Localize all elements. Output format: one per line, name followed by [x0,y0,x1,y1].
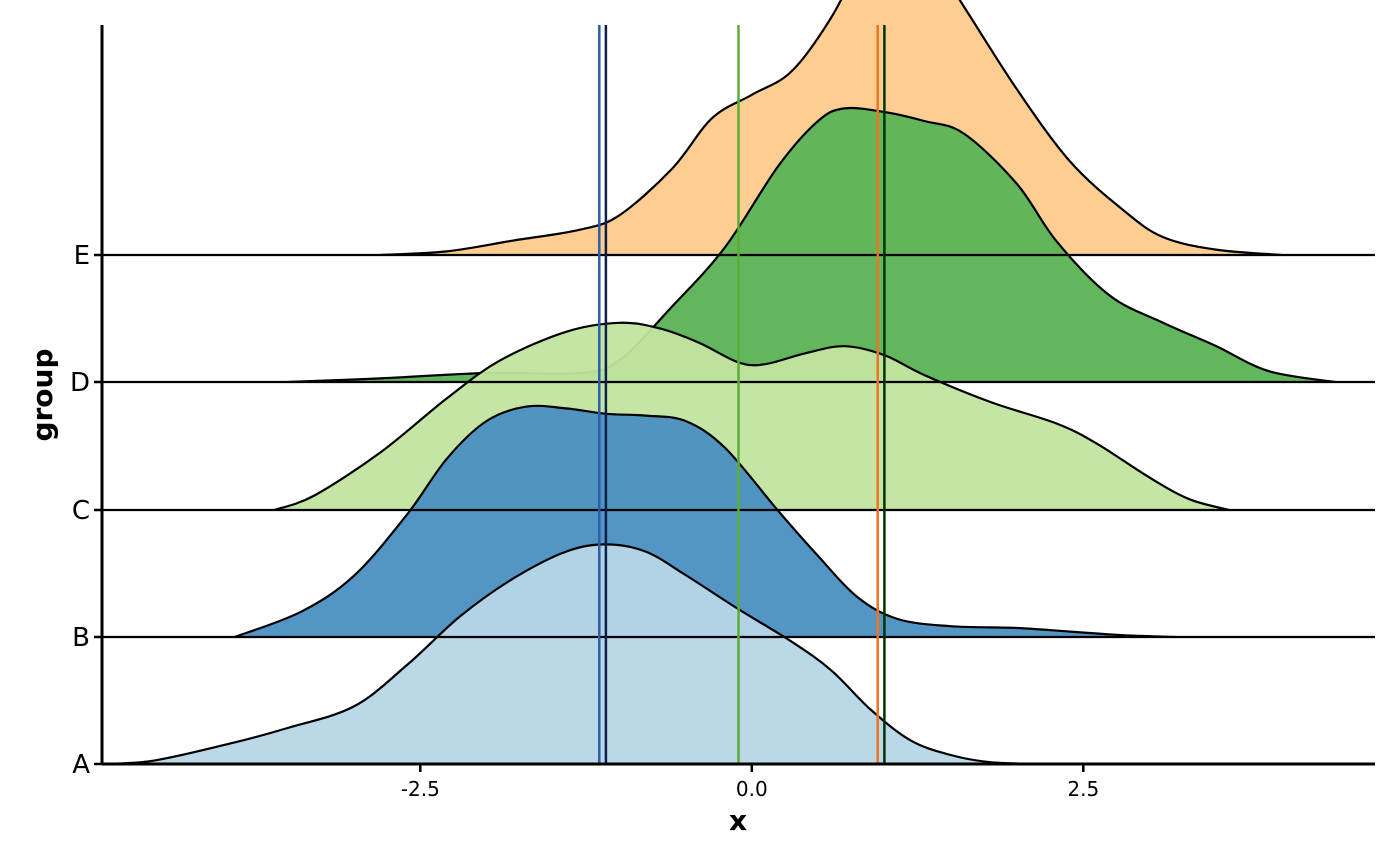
y-tick-label-B: B [72,623,90,653]
ridge-A [101,543,1044,766]
x-axis-title: x [729,804,747,837]
x-tick-label-1: 0.0 [736,777,768,801]
ridge-outline-A [101,543,1044,766]
y-tick-label-A: A [72,750,90,780]
y-tick-label-E: E [74,241,90,271]
ridge-fill-D [287,107,1336,382]
ridge-fill-A [102,544,1044,764]
x-tick-label-0: -2.5 [401,777,440,801]
y-axis-title: group [26,348,59,441]
y-tick-label-D: D [70,368,90,398]
ridge-outline-C [274,321,1230,512]
y-ticks-layer: A B C D E [70,241,102,780]
y-tick-label-C: C [72,496,90,526]
x-tick-label-2: 2.5 [1067,777,1099,801]
ridge-outline-B [234,404,1177,639]
x-ticks-layer: -2.5 0.0 2.5 [401,764,1099,801]
ridge-outline-E [380,0,1283,257]
vlines-layer [598,25,886,764]
ridge-fill-B [234,405,1177,637]
